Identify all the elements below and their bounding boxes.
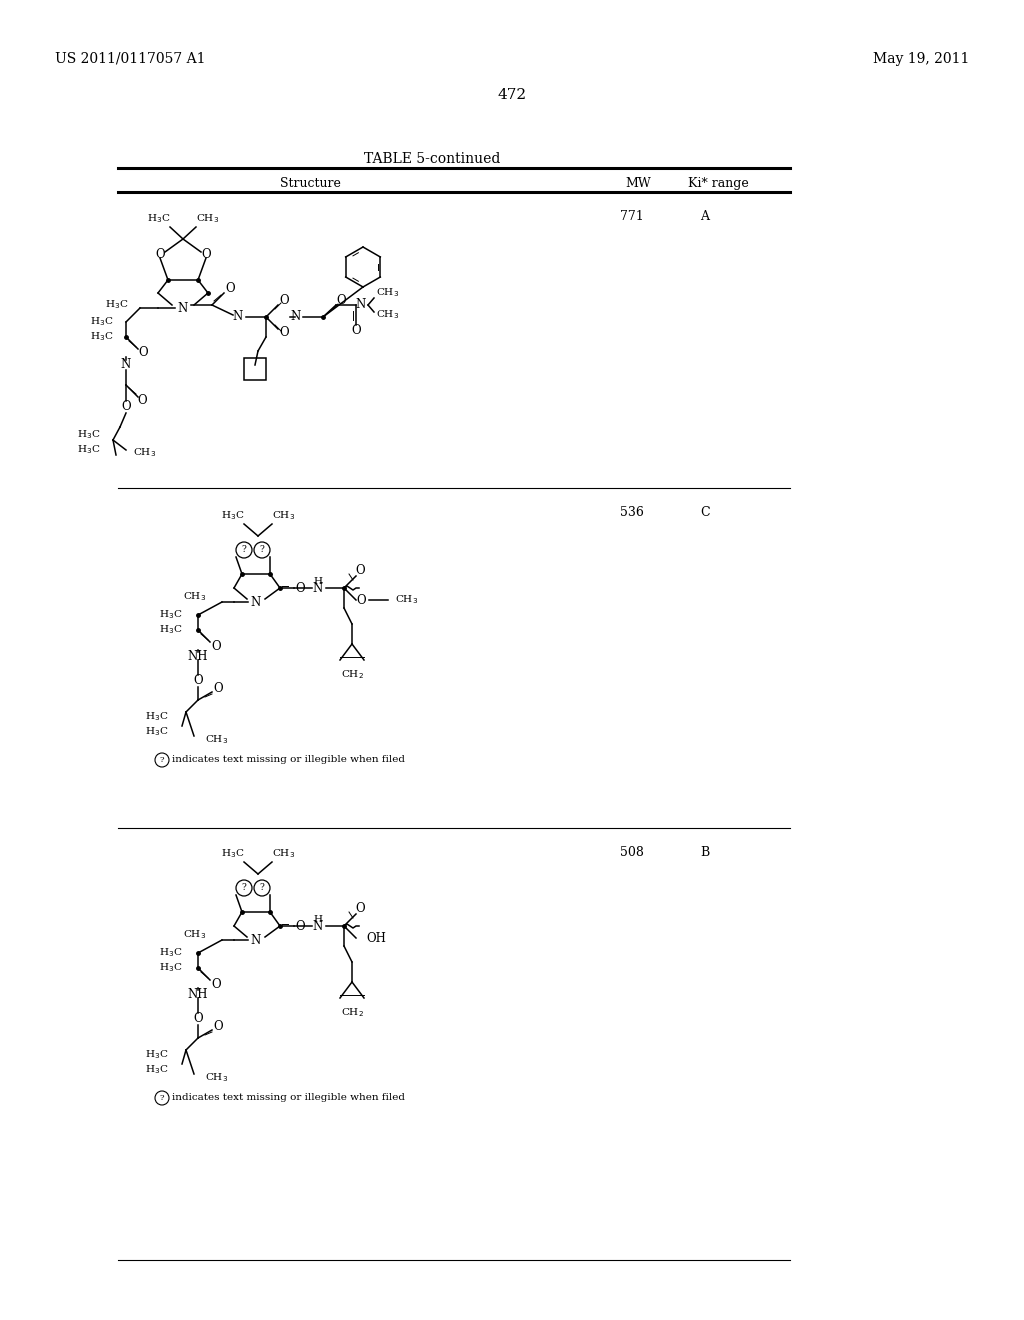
Text: CH$_3$: CH$_3$ xyxy=(205,1072,228,1085)
Text: O: O xyxy=(213,682,223,696)
Text: 472: 472 xyxy=(498,88,526,102)
Text: CH$_3$: CH$_3$ xyxy=(272,510,295,521)
Text: 771: 771 xyxy=(620,210,644,223)
Text: CH$_3$: CH$_3$ xyxy=(133,446,156,459)
Text: O: O xyxy=(225,282,234,296)
Text: O: O xyxy=(355,903,365,916)
Text: B: B xyxy=(700,846,710,859)
Text: ?: ? xyxy=(260,545,264,554)
Text: O: O xyxy=(351,325,360,338)
Text: O: O xyxy=(194,1012,203,1026)
Text: CH$_2$: CH$_2$ xyxy=(341,668,364,681)
Text: O: O xyxy=(295,582,305,594)
Text: O: O xyxy=(295,920,305,932)
Text: CH$_3$: CH$_3$ xyxy=(196,213,219,224)
Text: H$_3$C: H$_3$C xyxy=(144,1064,168,1076)
Text: US 2011/0117057 A1: US 2011/0117057 A1 xyxy=(55,51,206,66)
Text: CH$_3$: CH$_3$ xyxy=(376,309,399,321)
Text: 508: 508 xyxy=(620,846,644,859)
Text: H$_3$C: H$_3$C xyxy=(144,1048,168,1061)
Text: O: O xyxy=(336,294,346,308)
Bar xyxy=(244,358,266,380)
Text: H$_3$C: H$_3$C xyxy=(159,961,182,974)
Text: ?: ? xyxy=(260,883,264,892)
Text: NH: NH xyxy=(187,987,208,1001)
Text: 536: 536 xyxy=(620,506,644,519)
Text: N: N xyxy=(121,359,131,371)
Text: H: H xyxy=(313,577,323,586)
Text: ?: ? xyxy=(160,1094,164,1102)
Text: H$_3$C: H$_3$C xyxy=(77,444,100,457)
Text: ?: ? xyxy=(242,883,247,892)
Text: H: H xyxy=(313,915,323,924)
Text: H$_3$C: H$_3$C xyxy=(144,726,168,738)
Text: O: O xyxy=(355,565,365,578)
Text: Structure: Structure xyxy=(280,177,340,190)
Text: N: N xyxy=(251,595,261,609)
Text: O: O xyxy=(138,346,147,359)
Text: CH$_3$: CH$_3$ xyxy=(376,286,399,300)
Text: CH$_3$: CH$_3$ xyxy=(205,734,228,746)
Text: Ki* range: Ki* range xyxy=(688,177,749,190)
Text: H$_3$C: H$_3$C xyxy=(77,429,100,441)
Text: N: N xyxy=(356,298,367,312)
Text: O: O xyxy=(280,326,289,339)
Text: CH$_3$: CH$_3$ xyxy=(183,590,206,603)
Text: O: O xyxy=(280,294,289,308)
Text: O: O xyxy=(121,400,131,413)
Text: TABLE 5-continued: TABLE 5-continued xyxy=(364,152,500,166)
Text: May 19, 2011: May 19, 2011 xyxy=(872,51,969,66)
Text: CH$_3$: CH$_3$ xyxy=(272,847,295,861)
Text: CH$_2$: CH$_2$ xyxy=(341,1006,364,1019)
Text: O: O xyxy=(211,639,221,652)
Text: O: O xyxy=(194,675,203,688)
Text: H$_3$C: H$_3$C xyxy=(89,315,113,329)
Text: N: N xyxy=(178,301,188,314)
Text: ?: ? xyxy=(242,545,247,554)
Text: indicates text missing or illegible when filed: indicates text missing or illegible when… xyxy=(172,1093,406,1102)
Text: N: N xyxy=(232,310,243,323)
Text: O: O xyxy=(201,248,211,261)
Text: ?: ? xyxy=(160,756,164,764)
Text: O: O xyxy=(137,393,146,407)
Text: CH$_3$: CH$_3$ xyxy=(395,594,418,606)
Text: H$_3$C: H$_3$C xyxy=(146,213,170,224)
Text: CH$_3$: CH$_3$ xyxy=(183,928,206,941)
Text: N: N xyxy=(251,933,261,946)
Text: O: O xyxy=(156,248,165,261)
Text: NH: NH xyxy=(187,649,208,663)
Text: H$_3$C: H$_3$C xyxy=(89,330,113,343)
Text: MW: MW xyxy=(625,177,651,190)
Text: N: N xyxy=(313,920,324,932)
Text: O: O xyxy=(213,1020,223,1034)
Text: OH: OH xyxy=(366,932,386,945)
Text: H$_3$C: H$_3$C xyxy=(159,946,182,960)
Text: H$_3$C: H$_3$C xyxy=(220,847,244,861)
Text: H$_3$C: H$_3$C xyxy=(220,510,244,521)
Text: H$_3$C: H$_3$C xyxy=(104,298,128,312)
Text: N: N xyxy=(313,582,324,594)
Text: H$_3$C: H$_3$C xyxy=(144,710,168,723)
Text: O: O xyxy=(356,594,366,606)
Text: indicates text missing or illegible when filed: indicates text missing or illegible when… xyxy=(172,755,406,764)
Text: O: O xyxy=(211,978,221,990)
Text: N: N xyxy=(291,310,301,323)
Text: A: A xyxy=(700,210,709,223)
Text: H$_3$C: H$_3$C xyxy=(159,609,182,622)
Text: H$_3$C: H$_3$C xyxy=(159,623,182,636)
Text: C: C xyxy=(700,506,710,519)
